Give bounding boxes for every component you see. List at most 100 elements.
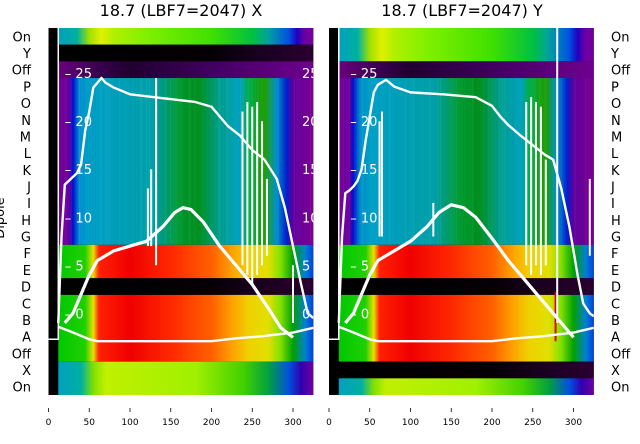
row-label: C	[22, 297, 31, 312]
heatmap-streak	[103, 78, 104, 245]
x-tick-label: 200	[483, 418, 500, 428]
heatmap-streak	[560, 78, 563, 245]
heatmap-streak	[388, 78, 391, 245]
heatmap-streak	[496, 78, 498, 245]
heatmap-streak	[114, 78, 115, 245]
row-label: D	[21, 281, 31, 296]
heatmap-streak	[183, 78, 185, 245]
inner-y-tick-label: – 10	[65, 211, 92, 226]
heatmap-streak	[456, 78, 458, 245]
heatmap-streak	[240, 78, 242, 245]
heatmap-streak	[208, 78, 209, 245]
heatmap-streak	[218, 78, 220, 245]
trace-curve-2	[57, 325, 314, 343]
row-label: On	[13, 30, 31, 45]
heatmap-streak	[205, 78, 206, 245]
row-label: D	[611, 281, 621, 296]
heatmap-streak	[394, 78, 395, 245]
heatmap-streak	[564, 78, 565, 245]
row-label: O	[611, 97, 621, 112]
heatmap-streak	[499, 78, 500, 245]
heatmap-streak	[421, 78, 422, 245]
heatmap-streak	[550, 78, 551, 245]
row-label: On	[611, 30, 629, 45]
heatmap-streak	[392, 78, 393, 245]
heatmap-streak	[348, 78, 350, 245]
heatmap-streak	[167, 78, 169, 245]
y-axis-label: Dipole	[0, 197, 8, 238]
heatmap-streak	[512, 78, 514, 245]
heatmap-streak	[70, 78, 72, 245]
x-tick-label: 150	[443, 418, 460, 428]
heatmap-streak	[170, 78, 172, 245]
row-label: B	[22, 314, 31, 329]
heatmap-streak	[418, 78, 419, 245]
heatmap-streak	[459, 78, 460, 245]
row-label: K	[611, 164, 620, 179]
heatmap-streak	[364, 78, 366, 245]
x-tick-label: 300	[565, 418, 582, 428]
heatmap-band-red	[58, 294, 314, 362]
heatmap-streak	[181, 78, 182, 245]
row-label: Y	[22, 47, 31, 62]
heatmap-streak	[437, 78, 439, 245]
step-edge-line	[329, 28, 340, 341]
x-tick-label: 100	[402, 418, 419, 428]
heatmap-streak	[140, 78, 142, 245]
inner-y-tick-label: – 10	[350, 211, 377, 226]
heatmap-streak	[426, 78, 427, 245]
heatmap-band-bottom	[58, 361, 314, 395]
row-label: E	[611, 264, 619, 279]
heatmap-streak	[277, 78, 279, 245]
heatmap-streak	[445, 78, 446, 245]
heatmap-streak	[443, 78, 444, 245]
heatmap-streak	[124, 78, 125, 245]
row-label: J	[610, 180, 615, 195]
x-tick-label: 50	[84, 418, 96, 428]
heatmap-streak	[89, 78, 91, 245]
step-edge-line	[48, 28, 60, 341]
row-label: B	[611, 314, 620, 329]
row-label: L	[24, 147, 32, 162]
heatmap-band-red	[338, 294, 594, 362]
heatmap-streak	[108, 78, 110, 245]
heatmap-streak	[135, 78, 136, 245]
panel-x-title: 18.7 (LBF7=2047) X	[100, 1, 263, 20]
heatmap-streak	[100, 78, 102, 245]
heatmap-streak	[453, 78, 455, 245]
heatmap-streak	[232, 78, 233, 245]
heatmap-streak	[569, 78, 570, 245]
inner-y-tick-label: 10	[302, 211, 319, 226]
heatmap-streak	[289, 78, 290, 245]
heatmap-streak	[122, 78, 123, 245]
heatmap-streak	[143, 78, 144, 245]
row-label: J	[26, 180, 31, 195]
inner-y-tick-label: – 25	[350, 67, 377, 82]
heatmap-streak	[572, 78, 573, 245]
heatmap-streak	[253, 78, 255, 245]
heatmap-streak	[159, 78, 161, 245]
row-label: L	[611, 147, 619, 162]
heatmap-streak	[111, 78, 112, 245]
heatmap-streak	[413, 78, 415, 245]
heatmap-streak	[133, 78, 134, 245]
row-label: H	[611, 214, 621, 229]
heatmap-streak	[593, 78, 594, 245]
heatmap-streak	[424, 78, 425, 245]
heatmap-streak	[221, 78, 222, 245]
heatmap-band-bottom	[338, 378, 594, 395]
heatmap-streak	[145, 78, 148, 245]
row-label: X	[611, 364, 620, 379]
trace-curve-0	[337, 78, 594, 323]
heatmap-band-black	[338, 278, 594, 295]
heatmap-streak	[504, 78, 506, 245]
inner-y-tick-label: 15	[302, 163, 319, 178]
heatmap-streak	[223, 78, 226, 245]
row-label: Off	[611, 64, 631, 79]
heatmap-streak	[173, 78, 174, 245]
heatmap-streak	[429, 78, 431, 245]
x-tick-label: 250	[524, 418, 541, 428]
heatmap-streak	[488, 78, 490, 245]
heatmap-streak	[272, 78, 273, 245]
heatmap-streak	[116, 78, 118, 245]
